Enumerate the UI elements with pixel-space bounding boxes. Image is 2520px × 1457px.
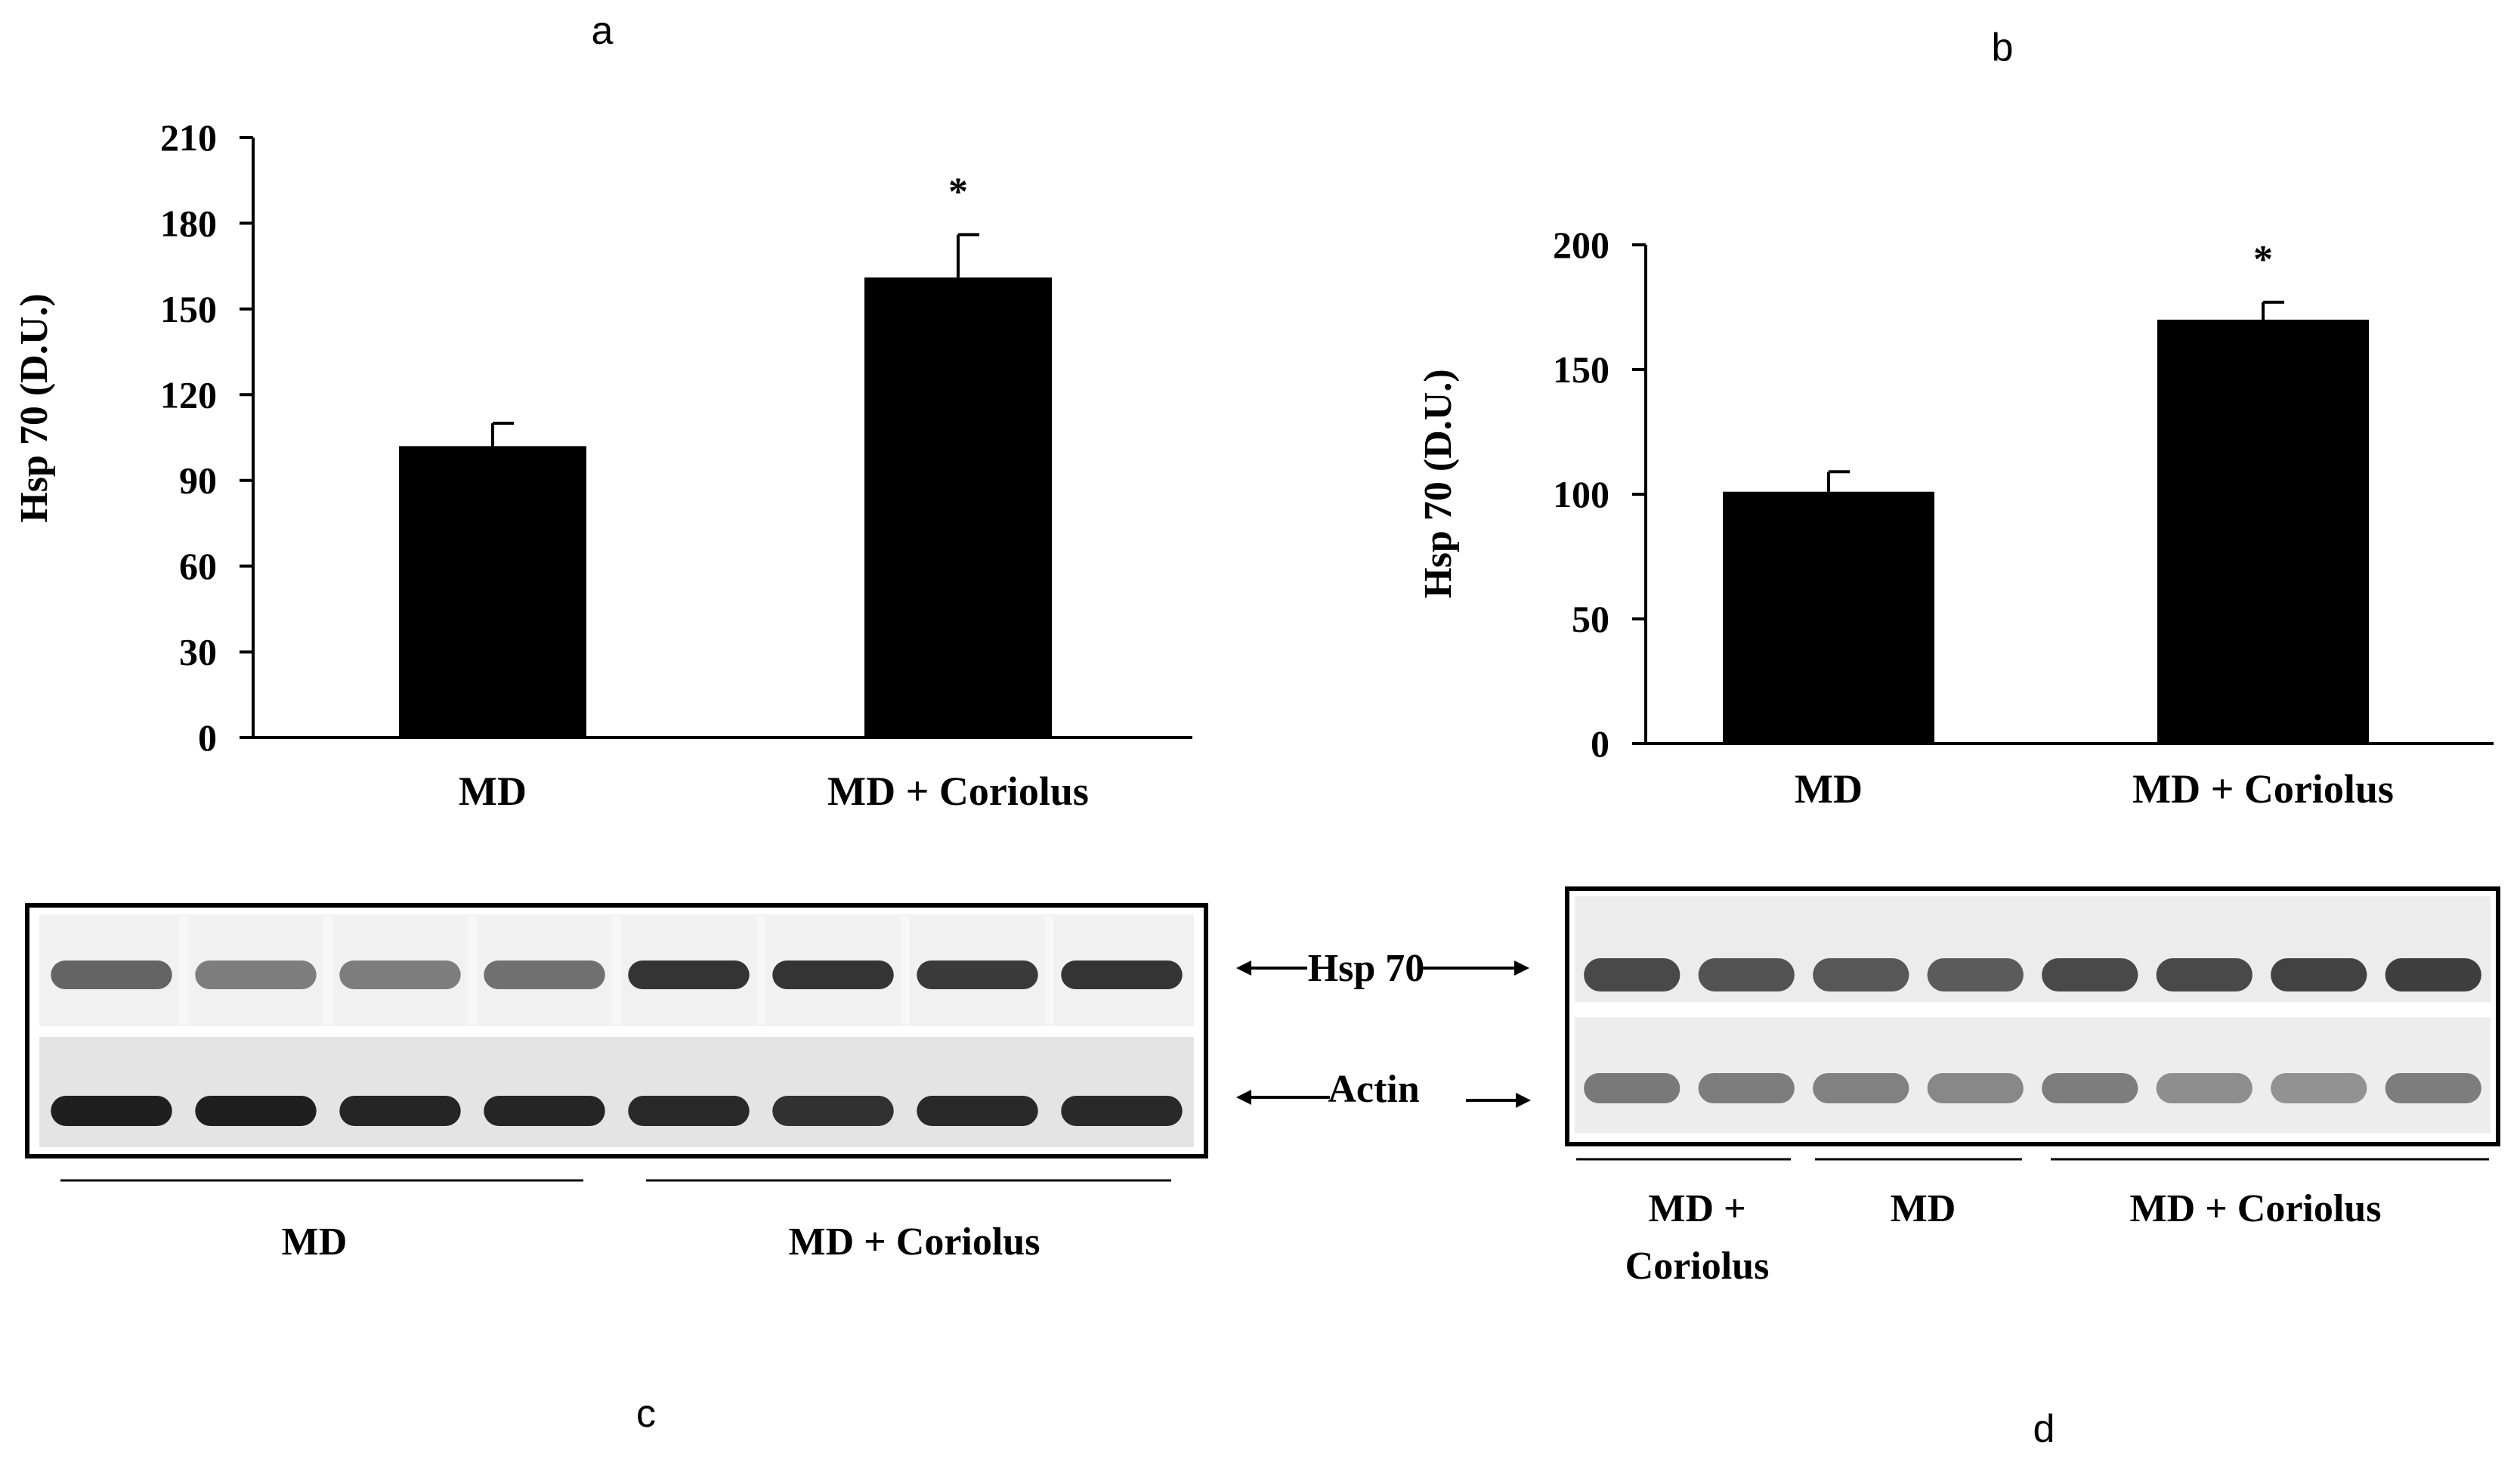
y-axis-label: Hsp 70 (D.U.) <box>1417 369 1460 598</box>
lane-gap <box>901 916 910 1025</box>
blot-band <box>1813 958 1909 991</box>
panel-label-d: d <box>2033 1407 2055 1451</box>
blot-band <box>2156 1073 2253 1103</box>
blot-band <box>1584 1073 1681 1103</box>
significance-marker: * <box>948 171 968 214</box>
actin-arrow-right-icon <box>1466 1093 1531 1108</box>
blot-band <box>1061 961 1183 989</box>
blot-band <box>195 1096 317 1126</box>
y-tick-label: 60 <box>179 545 217 587</box>
blot-labels: Hsp 70 Actin <box>1236 947 1531 1111</box>
blot-band <box>2385 1073 2481 1103</box>
significance-marker: * <box>2253 238 2273 281</box>
blot-d-frame <box>1565 886 2500 1146</box>
blot-c-actin-strip <box>39 1037 1194 1147</box>
blot-band <box>2385 958 2481 991</box>
y-tick-label: 150 <box>160 288 217 330</box>
blot-band <box>2156 958 2253 991</box>
y-tick-label: 200 <box>1553 224 1609 266</box>
y-tick-label: 30 <box>179 631 217 673</box>
bar <box>864 277 1052 738</box>
blot-band <box>628 1096 750 1126</box>
hsp-arrow-left-icon <box>1236 961 1307 976</box>
lane-gap <box>323 916 332 1025</box>
panel-label-b: b <box>1992 26 2014 70</box>
blot-band <box>339 961 461 989</box>
hsp-arrow-right-icon <box>1422 961 1529 976</box>
blot-band <box>1698 958 1795 991</box>
western-blot-c: MD MD + Coriolus <box>25 903 1208 1264</box>
y-tick-label: 0 <box>1591 722 1609 765</box>
blot-band <box>772 961 894 989</box>
bar <box>2157 320 2369 744</box>
blot-band <box>1927 1073 2024 1103</box>
blot-d-group-coriolus-1-line1: MD + <box>1648 1187 1745 1230</box>
blot-band <box>1584 958 1681 991</box>
bar <box>1723 491 1934 744</box>
blot-band <box>917 1096 1038 1126</box>
blot-band <box>1813 1073 1909 1103</box>
blot-d-group-coriolus-2: MD + Coriolus <box>2130 1187 2382 1230</box>
blot-band <box>51 961 172 989</box>
chart-b: 0 50 100 150 200 Hsp 70 (D.U.) MD * MD + Coriolu… <box>1417 224 2494 812</box>
blot-band <box>2271 1073 2367 1103</box>
lane-gap <box>179 916 188 1025</box>
blot-band <box>628 961 750 989</box>
y-tick-label: 100 <box>1553 473 1609 515</box>
blot-band <box>195 961 317 989</box>
lane-gap <box>612 916 621 1025</box>
blot-band <box>1927 958 2024 991</box>
lane-gap <box>468 916 477 1025</box>
x-category-label: MD <box>459 769 527 814</box>
x-category-label: MD + Coriolus <box>827 769 1089 814</box>
blot-c-group-coriolus: MD + Coriolus <box>789 1220 1040 1264</box>
chart-a: 0 30 60 90 120 150 180 210 Hsp 70 (D.U.) MD * MD + … <box>13 116 1192 814</box>
blot-band <box>1698 1073 1795 1103</box>
lane-gap <box>756 916 765 1025</box>
panel-label-c: c <box>636 1392 656 1436</box>
blot-band <box>772 1096 894 1126</box>
blot-band <box>2042 958 2138 991</box>
western-blot-d: MD + Coriolus MD MD + Coriolus <box>1565 886 2500 1288</box>
x-category-label: MD <box>1795 766 1863 812</box>
blot-band <box>484 961 605 989</box>
x-category-label: MD + Coriolus <box>2132 766 2394 812</box>
y-tick-label: 210 <box>160 116 217 159</box>
blot-label-hsp70: Hsp 70 <box>1308 947 1425 990</box>
blot-c-frame <box>25 903 1208 1158</box>
blot-band <box>339 1096 461 1126</box>
y-tick-label: 150 <box>1553 348 1609 391</box>
blot-band <box>51 1096 172 1126</box>
y-tick-label: 120 <box>160 373 217 416</box>
blot-band <box>2271 958 2367 991</box>
blot-label-actin: Actin <box>1328 1068 1419 1111</box>
y-axis-label: Hsp 70 (D.U.) <box>13 293 56 522</box>
blot-band <box>917 961 1038 989</box>
blot-d-group-md: MD <box>1891 1187 1956 1230</box>
blot-band <box>484 1096 605 1126</box>
blot-band <box>2042 1073 2138 1103</box>
bar <box>399 446 586 738</box>
actin-arrow-left-icon <box>1236 1090 1330 1105</box>
y-tick-label: 50 <box>1572 598 1609 640</box>
blot-c-group-md: MD <box>282 1220 348 1264</box>
blot-d-group-coriolus-1-line2: Coriolus <box>1625 1245 1770 1288</box>
panel-label-a: a <box>592 9 614 53</box>
y-tick-label: 180 <box>160 202 217 244</box>
lane-gap <box>1045 916 1054 1025</box>
blot-band <box>1061 1096 1183 1126</box>
y-tick-label: 0 <box>198 716 217 759</box>
y-tick-label: 90 <box>179 459 217 502</box>
